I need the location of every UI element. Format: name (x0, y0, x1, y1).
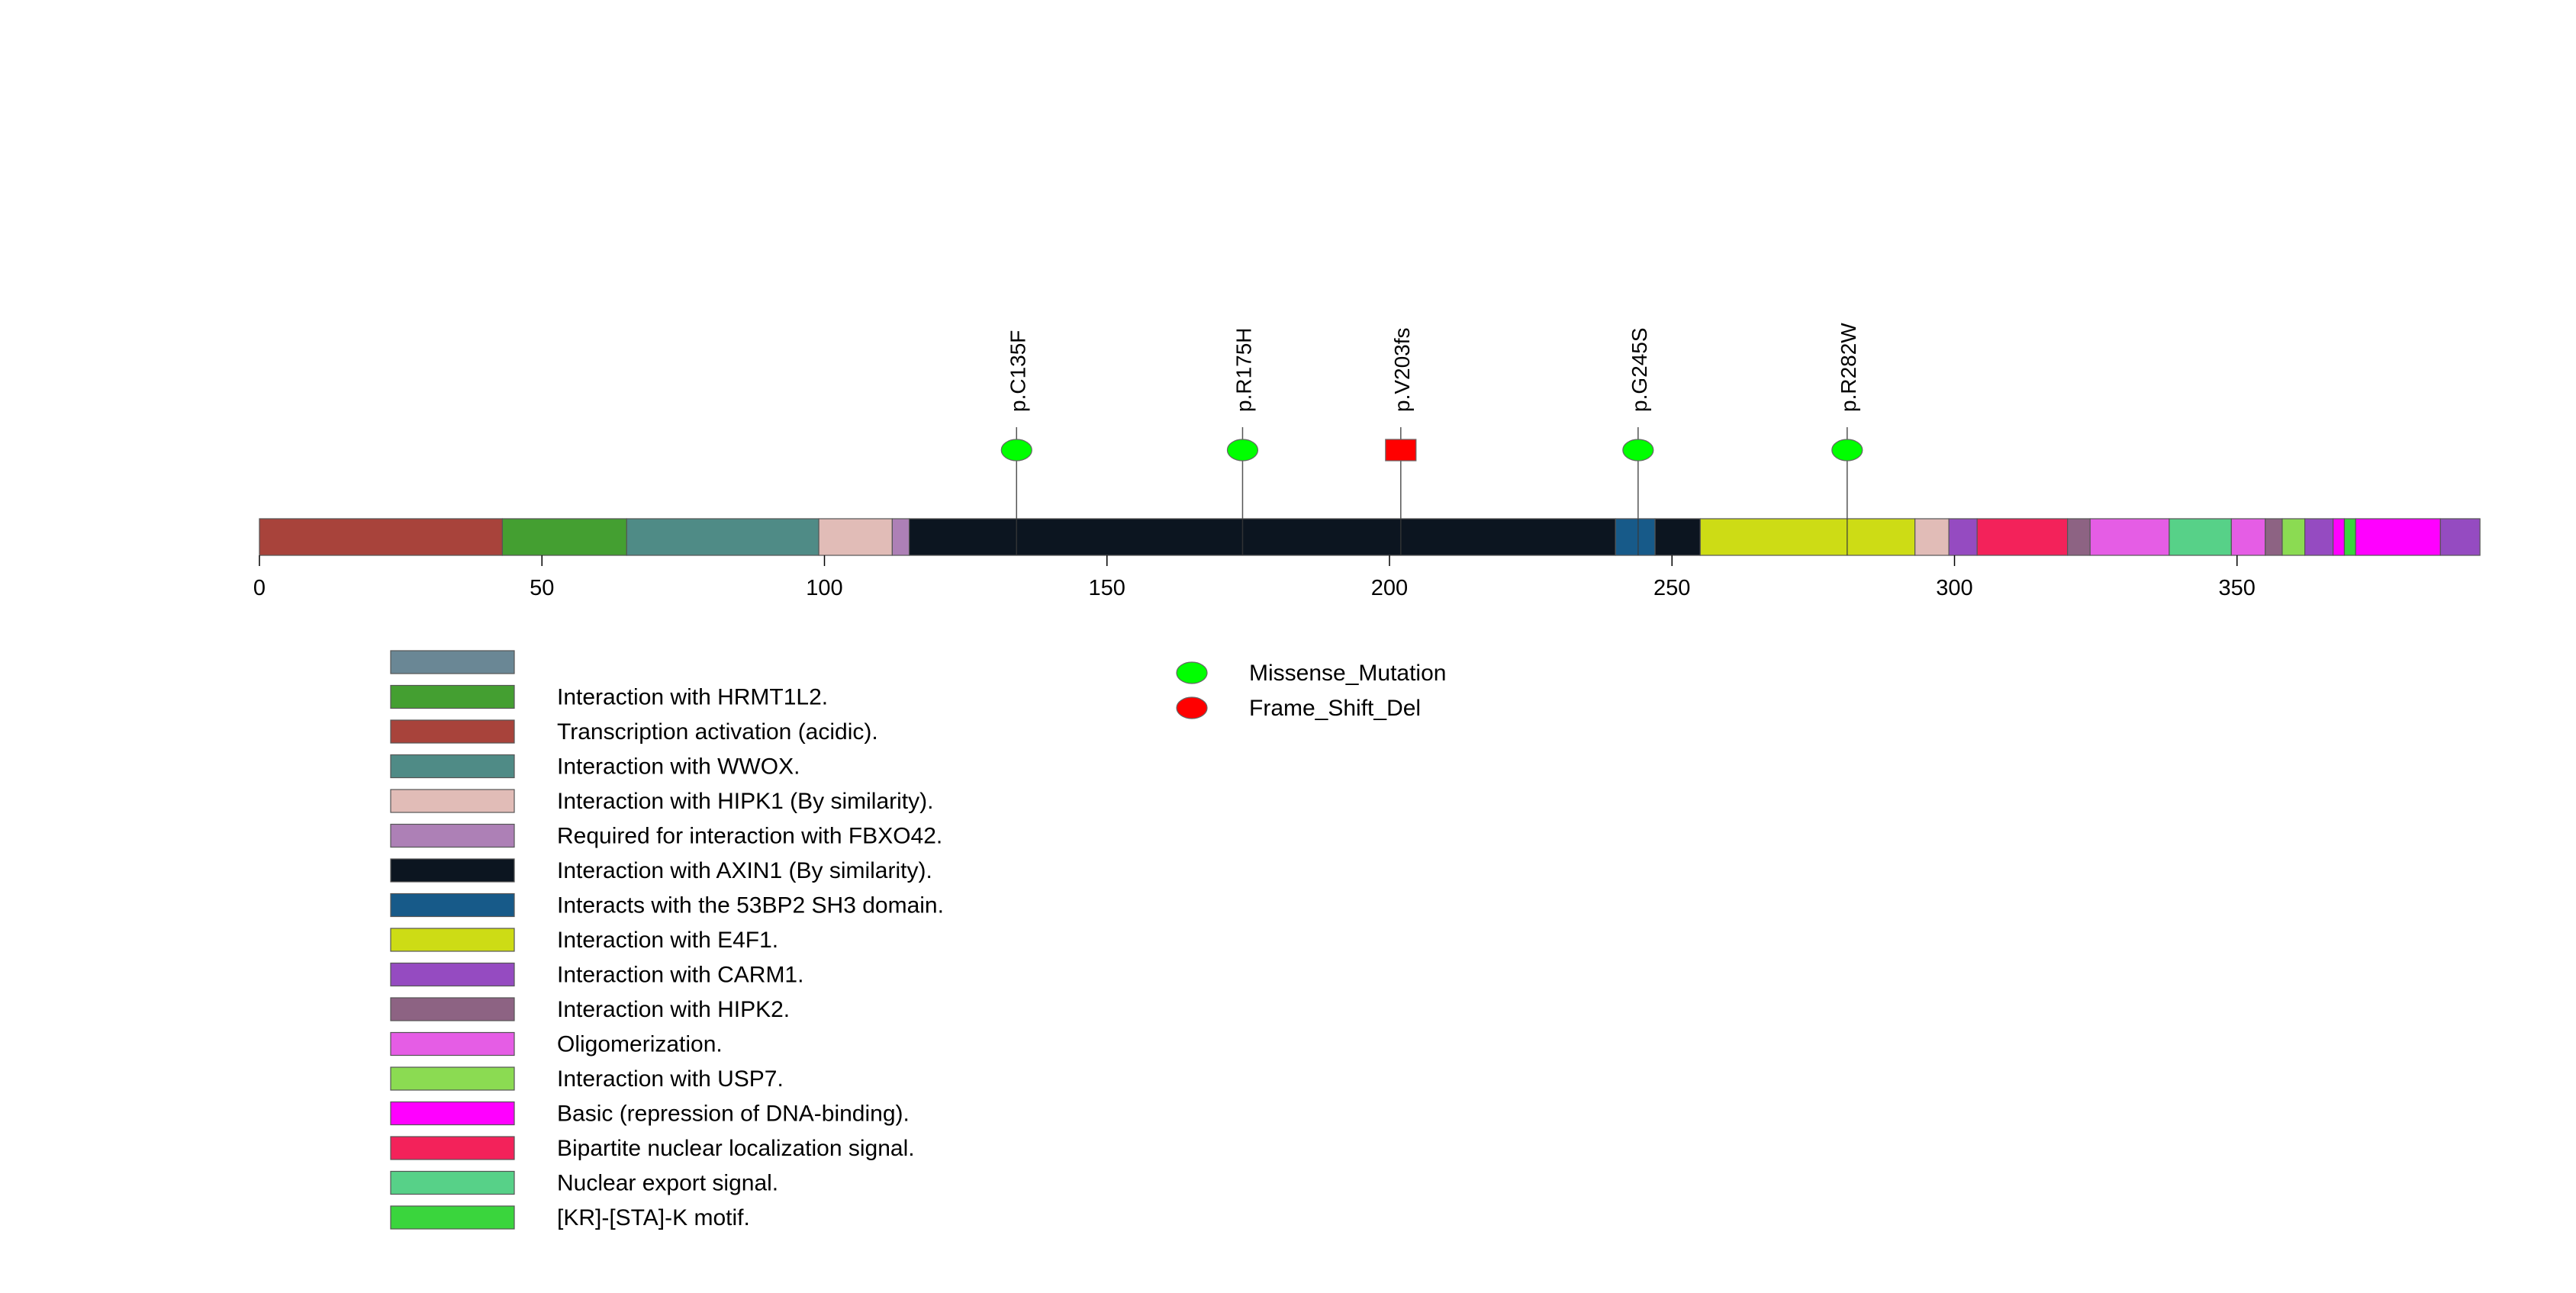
domain-segment (2439, 518, 2481, 556)
domain-segment (1914, 518, 1950, 556)
x-tick-label: 50 (530, 576, 554, 600)
domain-segment (1654, 518, 1701, 556)
mutation-label: p.R175H (1232, 327, 1255, 412)
missense-marker (1226, 439, 1259, 462)
domain-segment (626, 518, 819, 556)
legend-swatch (390, 1136, 515, 1160)
legend-label: Interaction with E4F1. (557, 928, 778, 953)
x-tick-label: 0 (253, 576, 266, 600)
legend-swatch (390, 823, 515, 848)
legend-swatch (390, 928, 515, 952)
x-tick-label: 150 (1089, 576, 1125, 600)
legend-swatch (390, 962, 515, 987)
legend-label: Required for interaction with FBXO42. (557, 824, 942, 849)
legend-label: Interaction with AXIN1 (By similarity). (557, 858, 932, 883)
legend-label: [KR]-[STA]-K motif. (557, 1205, 750, 1230)
missense-marker (1622, 439, 1654, 462)
legend-label: Interaction with HRMT1L2. (557, 685, 828, 710)
legend-label: Interacts with the 53BP2 SH3 domain. (557, 893, 944, 918)
missense-marker (1000, 439, 1032, 462)
legend-label: Interaction with USP7. (557, 1066, 784, 1092)
mutation-label: p.R282W (1837, 323, 1860, 412)
protein-domain-track (259, 518, 2481, 556)
x-tick-label: 200 (1371, 576, 1408, 600)
legend-label: Interaction with HIPK1 (By similarity). (557, 789, 933, 814)
legend-swatch (390, 997, 515, 1021)
mutation-legend-label: Frame_Shift_Del (1249, 696, 1421, 721)
legend-label: Oligomerization. (557, 1032, 723, 1057)
x-tick-label: 350 (2219, 576, 2256, 600)
domain-segment (1699, 518, 1916, 556)
domain-segment (2355, 518, 2441, 556)
domain-segment (1615, 518, 1656, 556)
domain-segment (501, 518, 627, 556)
domain-segment (2281, 518, 2306, 556)
domain-segment (1948, 518, 1978, 556)
x-axis: 0 50 100 150 200 250 300 350 (253, 555, 2256, 600)
domain-segment (259, 518, 504, 556)
mutation-label: p.C135F (1006, 330, 1029, 412)
legend-swatch (390, 684, 515, 709)
domain-segment (2230, 518, 2266, 556)
x-tick-label: 250 (1653, 576, 1690, 600)
legend-swatch (390, 1101, 515, 1126)
mutation-label: p.V203fs (1390, 327, 1414, 412)
legend-swatch (390, 893, 515, 918)
legend-label: Transcription activation (acidic). (557, 719, 878, 745)
domain-segment (818, 518, 893, 556)
legend-label: Interaction with CARM1. (557, 963, 803, 988)
legend-label: Interaction with WWOX. (557, 754, 800, 780)
frameshift-marker (1385, 439, 1417, 462)
legend-label: Bipartite nuclear localization signal. (557, 1136, 915, 1161)
mutation-legend: Missense_Mutation Frame_Shift_Del (1176, 661, 1446, 721)
mutation-legend-label: Missense_Mutation (1249, 661, 1446, 686)
legend-swatch (390, 719, 515, 744)
domain-segment (908, 518, 1616, 556)
legend-label: Interaction with HIPK2. (557, 997, 790, 1022)
domain-legend: Interaction with HRMT1L2. Transcription a… (390, 650, 944, 1230)
missense-marker (1831, 439, 1863, 462)
x-tick-label: 100 (806, 576, 842, 600)
domain-segment (2343, 518, 2356, 556)
domain-segment (2333, 518, 2346, 556)
legend-swatch (390, 1170, 515, 1195)
mutation-stem-overlays (1016, 519, 1848, 555)
legend-swatch (390, 650, 515, 674)
mutation-legend-marker (1176, 696, 1208, 719)
mutation-labels: p.C135F p.R175H p.V203fs p.G245S p.R282W (1006, 323, 1860, 412)
legend-label: Basic (repression of DNA-binding). (557, 1102, 910, 1127)
domain-segment (2089, 518, 2170, 556)
legend-label: Nuclear export signal. (557, 1171, 778, 1196)
mutation-markers (1000, 439, 1863, 462)
legend-swatch (390, 858, 515, 883)
domain-segment (2169, 518, 2232, 556)
domain-segment (1976, 518, 2069, 556)
legend-swatch (390, 1031, 515, 1057)
domain-segment (891, 518, 910, 556)
x-tick-label: 300 (1936, 576, 1972, 600)
legend-swatch (390, 754, 515, 779)
mutation-label: p.G245S (1628, 327, 1651, 412)
domain-segment (2265, 518, 2283, 556)
domain-segment (2067, 518, 2091, 556)
mutation-legend-marker (1176, 661, 1208, 684)
legend-swatch (390, 789, 515, 813)
legend-swatch (390, 1066, 515, 1091)
domain-segment (2304, 518, 2334, 556)
legend-swatch (390, 1205, 515, 1230)
